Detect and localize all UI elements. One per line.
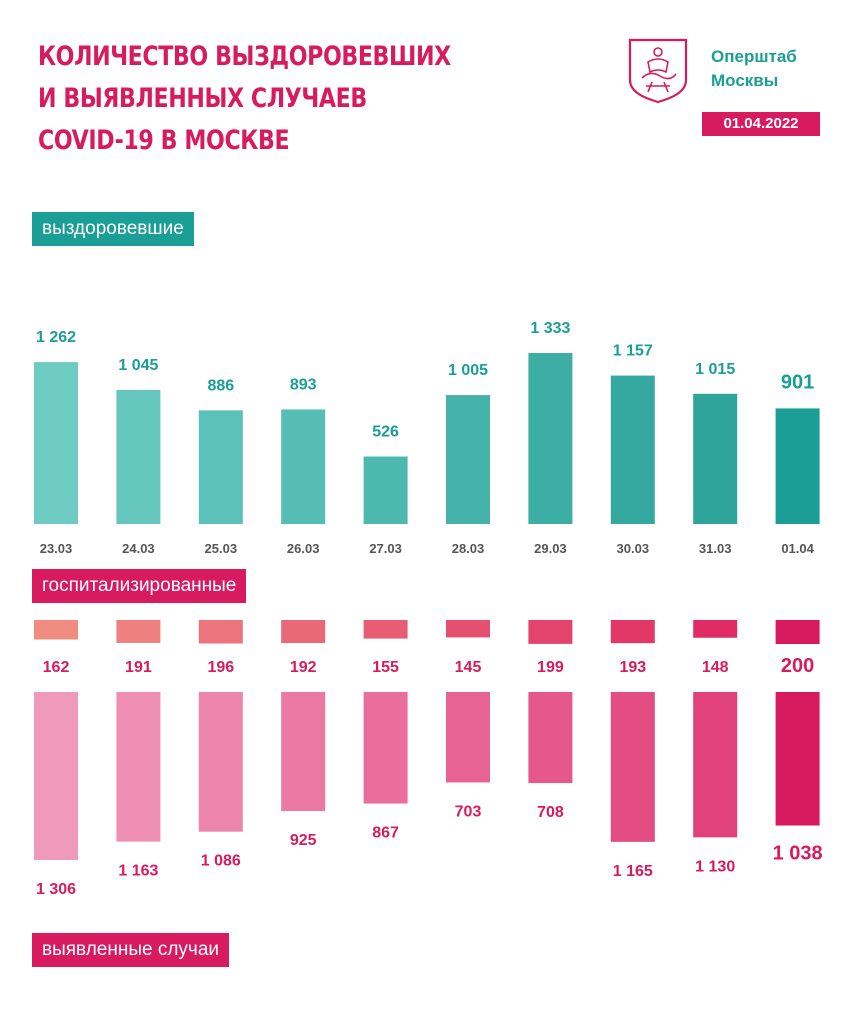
recovered-bar (446, 395, 490, 524)
recovered-value-label: 893 (290, 376, 317, 393)
date-tick-label: 23.03 (40, 541, 73, 556)
date-tick-label: 29.03 (534, 541, 567, 556)
cases-value-label: 1 165 (613, 863, 653, 880)
cases-bar (610, 692, 655, 842)
cases-value-label: 867 (372, 825, 399, 842)
cases-value-label: 1 306 (36, 881, 76, 898)
hospitalized-value-label: 196 (207, 659, 234, 676)
hospitalized-bar (446, 620, 490, 638)
hospitalized-value-label: 199 (537, 659, 564, 676)
cases-value-label: 1 038 (773, 843, 823, 865)
recovered-value-label: 1 005 (448, 362, 488, 379)
recovered-value-label: 1 262 (36, 329, 76, 346)
hospitalized-bar (34, 620, 78, 640)
cases-value-label: 1 086 (201, 853, 241, 870)
title-line-1: Количество выздоровевших (38, 41, 451, 72)
cases-bar (363, 692, 408, 804)
hospitalized-bar (198, 620, 243, 644)
date-badge: 01.04.2022 (702, 112, 820, 136)
recovered-label: выздоровевшие (32, 212, 194, 246)
recovered-bar (281, 409, 326, 524)
recovered-bar (528, 353, 573, 524)
cases-value-label: 1 163 (118, 863, 158, 880)
date-tick-label: 26.03 (287, 541, 320, 556)
cases-bar (446, 692, 490, 783)
date-tick-label: 25.03 (205, 541, 238, 556)
cases-value-label: 925 (290, 832, 317, 849)
cases-value-label: 703 (455, 803, 482, 820)
hospitalized-bar (610, 620, 655, 644)
chart-title: Количество выздоровевших и выявленных сл… (38, 36, 464, 162)
date-tick-label: 31.03 (699, 541, 732, 556)
hospitalized-value-label: 145 (455, 659, 482, 676)
hospitalized-value-label: 162 (43, 659, 70, 676)
recovered-bar (363, 456, 408, 524)
hospitalized-bar (528, 620, 573, 644)
hospitalized-bar (281, 620, 326, 644)
date-tick-label: 01.04 (781, 541, 814, 556)
recovered-bar (34, 362, 78, 524)
hospitalized-value-label: 192 (290, 659, 317, 676)
recovered-bar (116, 389, 161, 524)
recovered-bar (693, 393, 738, 524)
cases-bar (281, 692, 326, 811)
recovered-value-label: 1 045 (118, 357, 158, 374)
cases-bar (198, 692, 243, 832)
date-tick-label: 27.03 (369, 541, 402, 556)
cases-bar (116, 692, 161, 842)
cases-bar (693, 692, 738, 838)
recovered-bar (610, 375, 655, 524)
hospitalized-bar (775, 620, 820, 644)
recovered-value-label: 886 (207, 377, 234, 394)
hospitalized-label: госпитализированные (32, 569, 247, 603)
hospitalized-value-label: 200 (781, 655, 814, 677)
recovered-bar (775, 408, 820, 524)
cases-bar (775, 692, 820, 826)
recovered-value-label: 901 (781, 371, 814, 393)
hospitalized-bar (693, 620, 738, 638)
cases-label: выявленные случаи (32, 933, 230, 967)
hospitalized-bar (116, 620, 161, 643)
cases-bar (528, 692, 573, 784)
cases-value-label: 1 130 (695, 858, 735, 875)
date-tick-label: 24.03 (122, 541, 155, 556)
recovered-value-label: 526 (372, 424, 399, 441)
title-line-3: COVID-19 в Москве (38, 125, 290, 156)
hospitalized-bar (363, 620, 408, 639)
hospitalized-value-label: 193 (619, 659, 646, 676)
date-tick-label: 28.03 (452, 541, 485, 556)
org-name: Оперштаб Москвы (711, 45, 797, 93)
hospitalized-value-label: 191 (125, 659, 152, 676)
org-line-1: Оперштаб (711, 47, 797, 66)
recovered-bar (198, 410, 243, 524)
hospitalized-value-label: 148 (702, 659, 729, 676)
title-line-2: и выявленных случаев (38, 83, 367, 114)
recovered-value-label: 1 157 (613, 343, 653, 360)
cases-bar (34, 692, 78, 860)
date-tick-label: 30.03 (617, 541, 650, 556)
recovered-value-label: 1 333 (530, 320, 570, 337)
hospitalized-value-label: 155 (372, 659, 399, 676)
recovered-value-label: 1 015 (695, 361, 735, 378)
moscow-emblem-icon (628, 38, 688, 104)
org-line-2: Москвы (711, 71, 779, 90)
cases-value-label: 708 (537, 804, 564, 821)
